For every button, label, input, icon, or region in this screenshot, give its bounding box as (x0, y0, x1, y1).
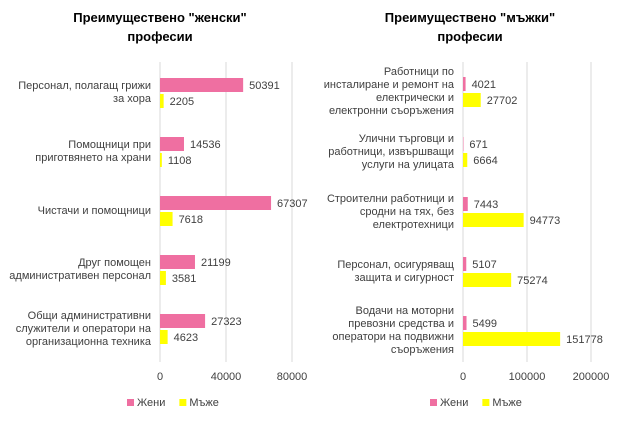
x-tick-label: 0 (157, 371, 163, 383)
legend-swatch (127, 399, 134, 406)
bar (463, 153, 468, 167)
data-label: 6664 (473, 155, 497, 167)
bar (463, 213, 524, 227)
x-tick-label: 100000 (509, 371, 546, 383)
data-label: 4021 (472, 79, 496, 91)
data-label: 5499 (473, 318, 497, 330)
legend-label: Жени (440, 397, 468, 409)
x-tick-label: 0 (460, 371, 466, 383)
chart-title: Преимуществено "мъжки" професии (384, 10, 556, 44)
chart-title: Преимуществено "женски" професии (73, 10, 247, 44)
bar (463, 197, 468, 211)
y-tick-label: Персонал, полагащ грижи за хора (18, 80, 151, 105)
y-tick-label: Чистачи и помощници (37, 204, 151, 217)
legend-swatch (179, 399, 187, 406)
data-label: 21199 (201, 257, 231, 269)
bar (463, 316, 467, 330)
bar (160, 255, 195, 269)
data-label: 27323 (211, 316, 242, 328)
y-tick-label: Персонал, осигуряващ защита и сигурност (337, 259, 454, 284)
data-label: 67307 (277, 198, 308, 210)
bar (160, 196, 272, 210)
bar (160, 137, 184, 151)
bar (160, 94, 164, 108)
data-label: 27702 (487, 95, 518, 107)
data-label: 2205 (170, 96, 194, 108)
legend-swatch (482, 399, 490, 406)
bar (463, 273, 512, 287)
data-label: 1108 (168, 155, 192, 167)
y-tick-label: Водачи на моторни превозни средства и оп… (332, 305, 454, 356)
data-label: 4623 (174, 332, 198, 344)
legend-swatch (430, 399, 437, 406)
bar (160, 212, 173, 226)
data-label: 151778 (566, 334, 603, 346)
x-tick-label: 40000 (211, 371, 242, 383)
y-tick-label: Общи административни служители и операто… (15, 309, 151, 348)
legend-label: Мъже (492, 397, 522, 409)
y-tick-label: Работници по инсталиране и ремонт на еле… (323, 66, 454, 117)
bar (463, 257, 467, 271)
data-label: 94773 (530, 215, 561, 227)
bar (160, 78, 244, 92)
data-label: 14536 (190, 139, 221, 151)
x-tick-label: 200000 (573, 371, 610, 383)
data-label: 7618 (179, 214, 203, 226)
legend-label: Жени (137, 397, 165, 409)
bar (463, 77, 466, 91)
bar (160, 330, 168, 344)
data-label: 671 (469, 139, 487, 151)
y-tick-label: Улични търговци и работници, извършващи … (328, 132, 454, 171)
y-tick-label: Помощници при приготвянето на храни (35, 139, 151, 164)
y-tick-label: Строителни работници и сродни на тях, бе… (326, 192, 454, 231)
data-label: 50391 (249, 80, 280, 92)
bar (463, 93, 481, 107)
y-tick-label: Друг помощен административен персонал (9, 257, 151, 282)
data-label: 3581 (172, 273, 196, 285)
data-label: 75274 (517, 275, 548, 287)
bar (160, 314, 206, 328)
x-tick-label: 80000 (277, 371, 308, 383)
data-label: 5107 (472, 259, 496, 271)
data-label: 7443 (474, 199, 498, 211)
bar (463, 332, 561, 346)
legend-label: Мъже (189, 397, 219, 409)
bar (160, 271, 166, 285)
bar (160, 153, 162, 167)
